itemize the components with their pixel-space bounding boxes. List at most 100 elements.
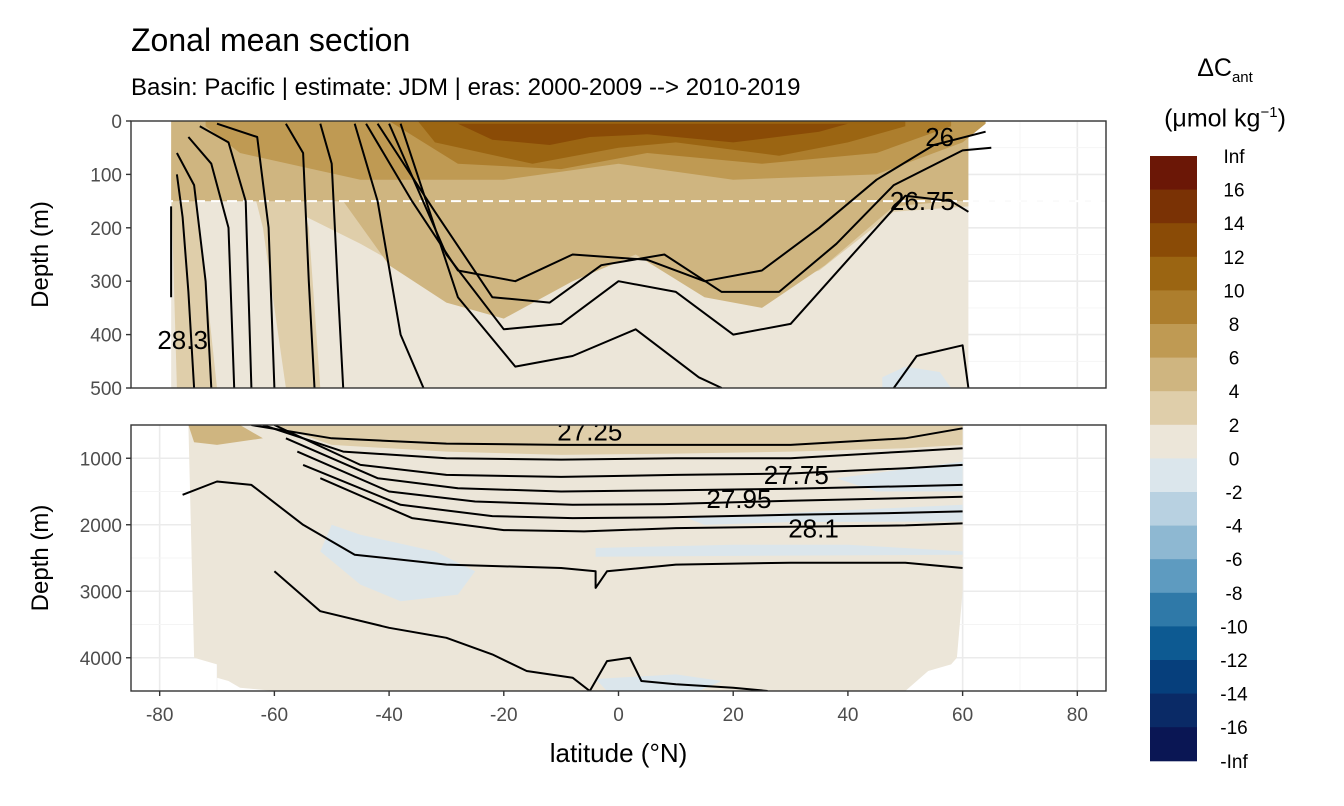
density-isoline	[182, 480, 963, 589]
legend-label: -2	[1226, 483, 1243, 504]
y-tick-label: 4000	[80, 649, 122, 670]
density-isoline	[251, 425, 963, 446]
fill-band-4-6	[188, 425, 263, 445]
x-tick-label: 60	[952, 705, 973, 726]
legend-swatch	[1150, 189, 1197, 224]
isoline-label: 27.25	[557, 417, 622, 447]
density-isoline	[302, 463, 963, 520]
legend-swatch	[1150, 391, 1197, 426]
legend-title-symbol: ΔC	[1197, 54, 1232, 82]
legend-swatch	[1150, 525, 1197, 560]
legend-label: 8	[1229, 315, 1240, 336]
y-tick-label: 500	[90, 379, 122, 400]
density-isoline	[175, 174, 196, 388]
x-tick-label: 0	[613, 705, 624, 726]
legend-swatch	[1150, 559, 1197, 594]
density-isoline	[376, 123, 992, 304]
legend-label: 14	[1223, 214, 1245, 235]
density-isoline	[388, 123, 969, 336]
legend-swatch	[1150, 492, 1197, 527]
x-tick-label: 40	[837, 705, 858, 726]
fill-band-12-14	[457, 123, 848, 145]
legend-swatch	[1150, 357, 1197, 392]
legend-swatch	[1150, 458, 1197, 493]
y-tick-label: 100	[90, 165, 122, 186]
density-isoline	[273, 570, 768, 691]
density-isoline	[319, 123, 345, 388]
legend-unit: (μmol kg−1)	[1150, 104, 1300, 133]
y-tick-label: 1000	[80, 449, 122, 470]
density-isoline	[176, 152, 213, 388]
legend-swatch	[1150, 156, 1197, 191]
isoline-label: 28.3	[157, 325, 208, 355]
y-axis-label: Depth (m)	[27, 201, 54, 308]
isoline-label: 26	[925, 122, 954, 152]
chart-subtitle: Basin: Pacific | estimate: JDM | eras: 2…	[131, 74, 801, 101]
density-isoline	[216, 122, 276, 388]
legend-unit-sup: −1	[1260, 104, 1278, 121]
legend-unit-close: )	[1277, 104, 1286, 133]
x-tick-label: 80	[1067, 705, 1088, 726]
y-tick-label: 2000	[80, 516, 122, 537]
x-tick-label: -60	[261, 705, 288, 726]
legend-label: -8	[1226, 584, 1243, 605]
y-axis-label: Depth (m)	[27, 505, 54, 612]
legend-swatch	[1150, 727, 1197, 762]
legend-swatch	[1150, 290, 1197, 325]
isoline-label: 26.75	[890, 186, 955, 216]
density-isoline	[199, 125, 253, 388]
isoline-label: 27.95	[706, 484, 771, 514]
legend-label: 16	[1223, 181, 1244, 202]
panel-upper: 26 26.75 28.3	[131, 121, 1106, 388]
legend-label: 2	[1229, 416, 1240, 437]
panel-border	[130, 120, 1107, 389]
legend-title-sub: ant	[1231, 69, 1253, 86]
legend-swatch	[1150, 626, 1197, 661]
legend-swatch	[1150, 693, 1197, 728]
density-isoline	[262, 425, 963, 461]
density-isoline	[319, 477, 963, 533]
chart-title: Zonal mean section	[131, 22, 411, 58]
y-tick-label: 200	[90, 219, 122, 240]
density-isoline	[285, 437, 963, 493]
legend-label: 10	[1223, 281, 1244, 302]
fill-band-2-4	[171, 185, 217, 388]
fill-band-0-2	[188, 425, 963, 691]
y-tick-label: 3000	[80, 582, 122, 603]
density-isoline	[399, 123, 723, 388]
density-isoline	[353, 123, 425, 388]
fill-band-neg-0-2	[836, 461, 963, 492]
x-tick-label: 20	[723, 705, 744, 726]
legend-label: -6	[1226, 550, 1243, 571]
legend-label: -10	[1220, 617, 1247, 638]
x-tick-label: -40	[375, 705, 402, 726]
fill-band-2-4	[188, 425, 963, 455]
fill-band-neg-0-2	[595, 544, 963, 557]
y-tick-label: 300	[90, 272, 122, 293]
density-isoline	[187, 136, 236, 388]
x-tick-label: -80	[146, 705, 173, 726]
legend-label: -16	[1220, 718, 1247, 739]
legend-label: -Inf	[1220, 752, 1248, 773]
legend-label: -12	[1220, 651, 1247, 672]
legend-swatch	[1150, 324, 1197, 359]
legend-swatch	[1150, 424, 1197, 459]
x-tick-label: -20	[490, 705, 517, 726]
fill-band-neg-0-2	[320, 524, 476, 602]
legend-title: ΔCant	[1150, 54, 1300, 86]
legend-label: 4	[1229, 382, 1240, 403]
density-isoline	[273, 425, 963, 478]
fill-outside-domain	[131, 121, 172, 388]
legend-label: -4	[1226, 517, 1243, 538]
fill-band-neg-0-2	[882, 366, 952, 388]
legend-label: 6	[1229, 349, 1240, 370]
legend-swatch	[1150, 256, 1197, 291]
x-axis-label: latitude (°N)	[550, 738, 688, 768]
legend-swatch	[1150, 592, 1197, 627]
density-isoline	[892, 344, 970, 388]
density-isoline	[285, 123, 316, 388]
y-tick-label: 400	[90, 326, 122, 347]
density-isoline	[296, 450, 963, 506]
